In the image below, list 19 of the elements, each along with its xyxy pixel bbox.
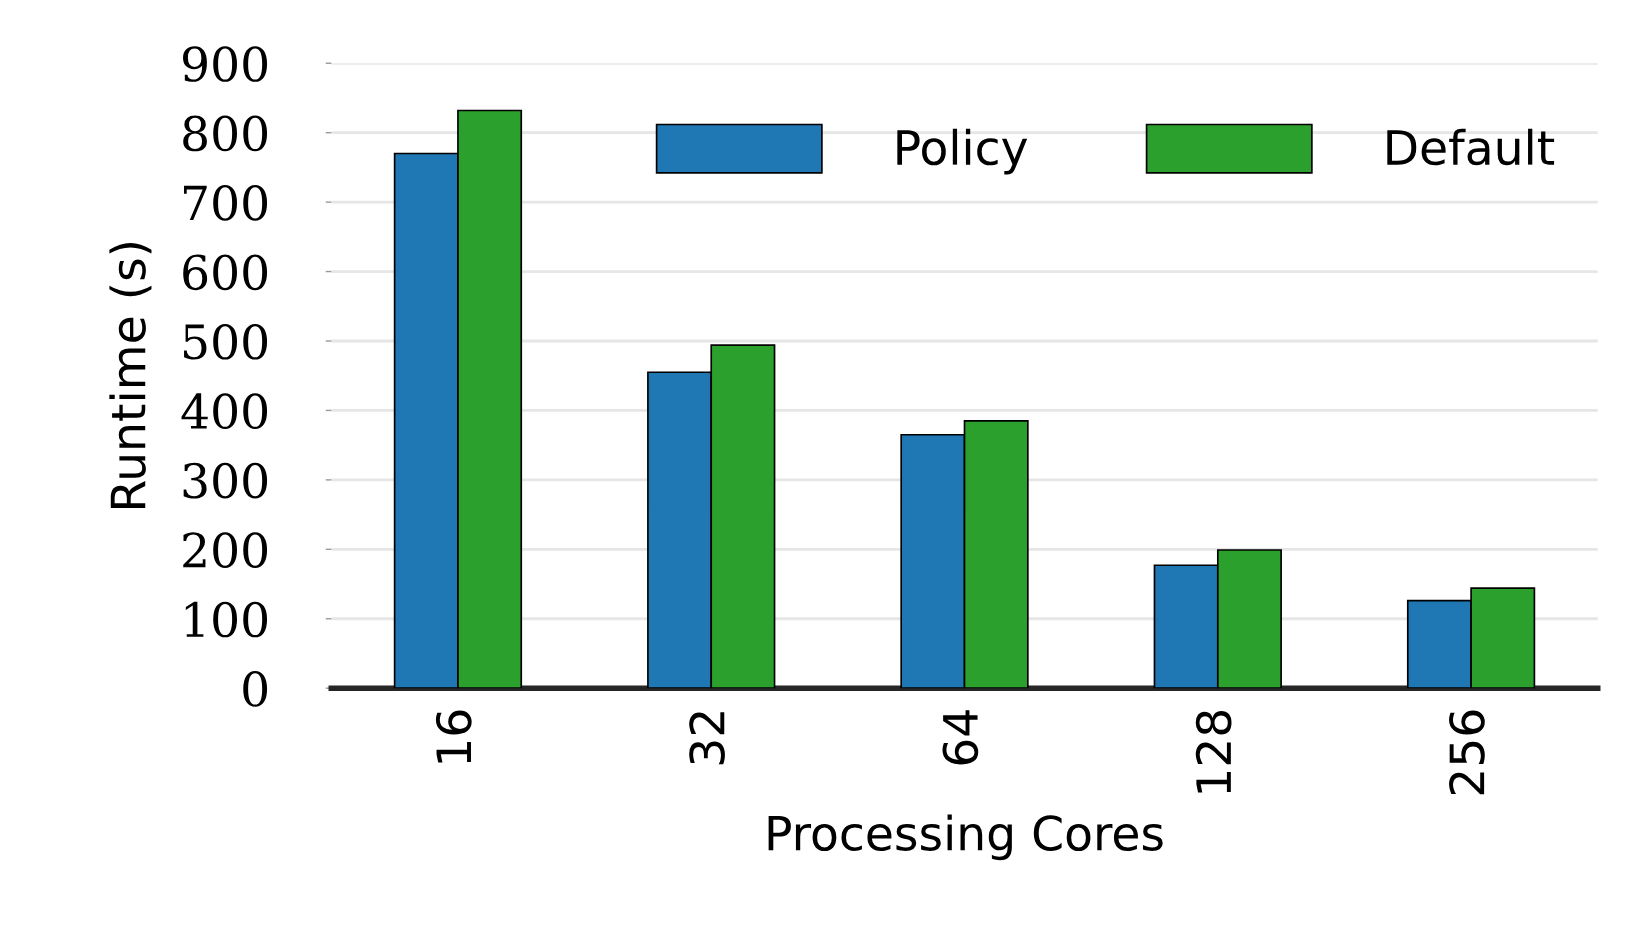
x-axis-title: Processing Cores <box>768 814 1163 861</box>
x-tick-label: 16 <box>435 710 472 763</box>
legend-label: Policy <box>897 128 1028 175</box>
y-axis-title: Runtime (s) <box>109 242 152 508</box>
legend-label: Default <box>1387 128 1555 166</box>
y-tick-label: 900 <box>183 46 268 82</box>
x-tick-label: 64 <box>942 710 979 765</box>
y-tick-label: 100 <box>185 601 268 638</box>
x-tick-label: 256 <box>1449 710 1485 795</box>
y-tick-label: 200 <box>183 532 268 568</box>
y-tick-label: 400 <box>181 393 268 430</box>
y-tick-label: 600 <box>183 254 268 291</box>
x-tick-label: 128 <box>1195 710 1232 793</box>
y-tick-label: 800 <box>183 115 268 152</box>
y-tick-label: 300 <box>183 462 268 499</box>
y-tick-label: 700 <box>184 185 268 221</box>
x-tick-label: 32 <box>689 712 725 765</box>
y-tick-label: 0 <box>243 671 268 707</box>
y-tick-label: 500 <box>184 323 268 360</box>
